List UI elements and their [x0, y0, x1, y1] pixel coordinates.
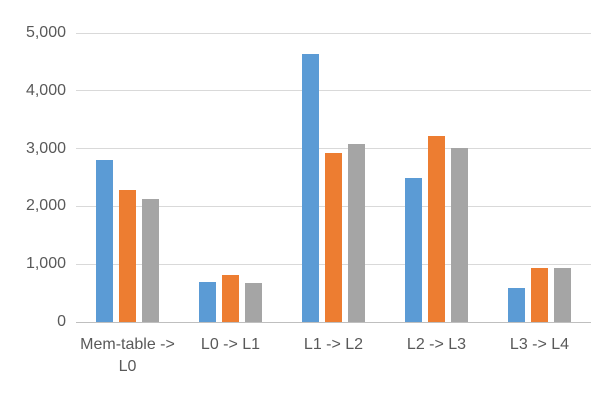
bar-group-3 [405, 135, 468, 322]
bar-orange-1 [222, 274, 239, 322]
bar-blue-4 [508, 287, 525, 322]
gridline [76, 148, 591, 150]
bar-orange-2 [325, 153, 342, 322]
bar-group-1 [199, 274, 262, 322]
bar-gray-2 [348, 143, 365, 322]
bar-orange-0 [119, 190, 136, 322]
bar-blue-3 [405, 178, 422, 322]
bar-group-4 [508, 268, 571, 322]
bar-group-2 [302, 53, 365, 322]
bar-blue-0 [96, 160, 113, 322]
bar-gray-3 [451, 148, 468, 322]
bar-gray-4 [554, 268, 571, 322]
x-axis-category-label-0: Mem-table -> L0 [80, 336, 175, 375]
plot-area [76, 32, 591, 323]
y-axis-tick-label: 5,000 [25, 24, 66, 41]
x-axis-category-label-1: L0 -> L1 [200, 336, 261, 353]
x-axis: Mem-table -> L0 L0 -> L1 L1 -> L2 L2 -> L3 L… [76, 334, 591, 394]
bar-blue-1 [199, 281, 216, 322]
y-axis-tick-label: 2,000 [25, 197, 66, 215]
x-axis-category-label-4: L3 -> L4 [509, 336, 570, 353]
bar-blue-2 [302, 53, 319, 322]
y-axis-tick-label: 1,000 [25, 255, 66, 273]
y-axis-tick-label: 0 [57, 313, 66, 330]
bar-group-0 [96, 160, 159, 322]
y-axis-tick-label: 3,000 [25, 139, 66, 157]
bar-orange-3 [428, 135, 445, 322]
gridline [76, 90, 591, 92]
x-axis-category-label-2: L1 -> L2 [303, 336, 364, 353]
y-axis-tick-label: 4,000 [25, 81, 66, 99]
bar-gray-0 [142, 199, 159, 322]
x-axis-category-label-3: L2 -> L3 [406, 336, 467, 353]
gridline [76, 32, 591, 34]
bar-orange-4 [531, 268, 548, 322]
bar-gray-1 [245, 283, 262, 322]
